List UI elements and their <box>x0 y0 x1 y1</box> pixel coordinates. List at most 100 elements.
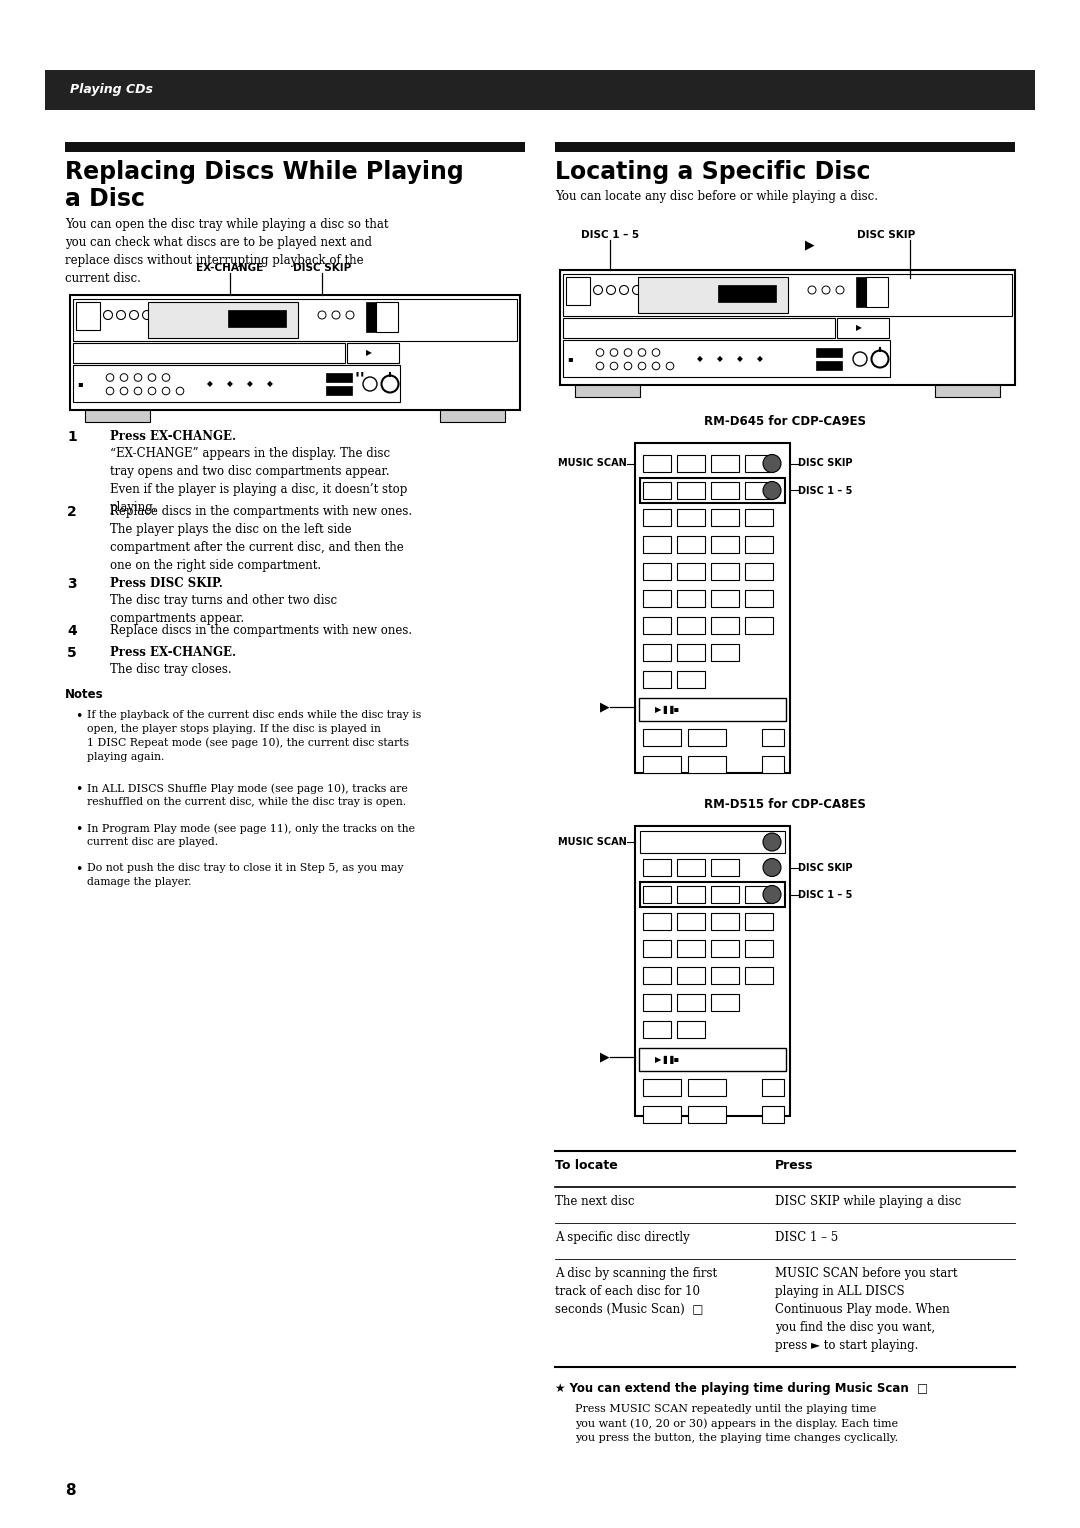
Text: ▶: ▶ <box>600 700 610 714</box>
Bar <box>347 342 399 364</box>
Text: RM-D515 for CDP-CA8ES: RM-D515 for CDP-CA8ES <box>704 798 866 811</box>
Bar <box>563 341 890 377</box>
Bar <box>935 385 1000 397</box>
Bar <box>366 303 376 332</box>
Bar <box>566 277 590 306</box>
Bar <box>643 1021 671 1038</box>
Text: 1: 1 <box>67 429 77 445</box>
Bar <box>866 277 888 307</box>
Bar <box>711 455 739 472</box>
Circle shape <box>762 859 781 877</box>
Text: DISC SKIP: DISC SKIP <box>856 231 915 240</box>
Bar <box>643 617 671 634</box>
Bar <box>440 410 505 422</box>
Bar <box>635 443 789 773</box>
Bar <box>677 590 705 607</box>
Text: In ALL DISCS Shuffle Play mode (see page 10), tracks are
reshuffled on the curre: In ALL DISCS Shuffle Play mode (see page… <box>87 782 408 807</box>
Text: In Program Play mode (see page 11), only the tracks on the
current disc are play: In Program Play mode (see page 11), only… <box>87 824 415 847</box>
Text: The disc tray closes.: The disc tray closes. <box>110 663 231 677</box>
Bar <box>643 481 671 500</box>
Bar <box>677 995 705 1012</box>
Bar <box>711 617 739 634</box>
Bar <box>643 536 671 553</box>
Text: A specific disc directly: A specific disc directly <box>555 1232 690 1244</box>
Bar <box>643 590 671 607</box>
Bar <box>677 481 705 500</box>
Bar <box>643 643 671 662</box>
Circle shape <box>762 454 781 472</box>
Text: ◆: ◆ <box>227 379 233 388</box>
Bar <box>326 373 352 382</box>
Bar <box>762 1106 784 1123</box>
Bar <box>745 617 773 634</box>
Bar <box>711 967 739 984</box>
Bar <box>555 142 1015 151</box>
Text: If the playback of the current disc ends while the disc tray is
open, the player: If the playback of the current disc ends… <box>87 711 421 761</box>
Bar <box>711 481 739 500</box>
Bar <box>326 387 352 396</box>
Bar <box>711 562 739 581</box>
Text: ▶▐▐▪: ▶▐▐▪ <box>654 704 680 714</box>
Bar <box>638 277 788 313</box>
Text: •: • <box>75 782 82 796</box>
Bar <box>762 1079 784 1096</box>
Text: The disc tray turns and other two disc
compartments appear.: The disc tray turns and other two disc c… <box>110 594 337 625</box>
Bar <box>73 299 517 341</box>
Text: You can locate any disc before or while playing a disc.: You can locate any disc before or while … <box>555 189 878 203</box>
Bar <box>65 142 525 151</box>
Bar <box>677 914 705 931</box>
Bar <box>73 365 400 402</box>
Bar <box>688 1106 726 1123</box>
Bar <box>711 859 739 876</box>
Bar <box>711 886 739 903</box>
Text: DISC 1 – 5: DISC 1 – 5 <box>798 486 852 495</box>
Bar <box>677 886 705 903</box>
Text: ▪: ▪ <box>77 379 83 388</box>
Bar <box>640 882 785 908</box>
Bar <box>711 590 739 607</box>
Text: ◆: ◆ <box>737 354 743 364</box>
Bar <box>643 914 671 931</box>
Bar <box>563 318 835 338</box>
Text: ▶▐▐▪: ▶▐▐▪ <box>654 1054 680 1063</box>
Bar <box>711 995 739 1012</box>
Text: ▶: ▶ <box>366 348 372 358</box>
Text: •: • <box>75 711 82 723</box>
Bar <box>816 361 842 370</box>
Text: ◆: ◆ <box>207 379 213 388</box>
Bar <box>816 348 842 358</box>
Text: ▶: ▶ <box>600 1050 610 1063</box>
Bar <box>45 70 1035 110</box>
Bar <box>376 303 399 332</box>
Text: DISC SKIP: DISC SKIP <box>293 263 351 274</box>
Circle shape <box>762 886 781 903</box>
Bar <box>677 1021 705 1038</box>
Bar <box>677 859 705 876</box>
Bar <box>711 940 739 957</box>
Bar <box>228 310 286 327</box>
Bar <box>856 277 866 307</box>
Bar <box>688 1079 726 1096</box>
Text: ▶: ▶ <box>806 238 814 252</box>
Bar <box>837 318 889 338</box>
Bar <box>745 481 773 500</box>
Bar <box>640 478 785 503</box>
Text: You can open the disc tray while playing a disc so that
you can check what discs: You can open the disc tray while playing… <box>65 219 389 286</box>
Text: Notes: Notes <box>65 688 104 701</box>
Text: 3: 3 <box>67 578 77 591</box>
Bar <box>718 286 777 303</box>
Bar <box>643 859 671 876</box>
Text: Press: Press <box>775 1160 813 1172</box>
Bar <box>643 671 671 688</box>
Bar <box>563 274 1012 316</box>
Bar <box>643 967 671 984</box>
Bar <box>688 729 726 746</box>
Bar <box>677 967 705 984</box>
Text: Press EX-CHANGE.: Press EX-CHANGE. <box>110 646 237 659</box>
Text: DISC 1 – 5: DISC 1 – 5 <box>798 889 852 900</box>
Text: EX-CHANGE: EX-CHANGE <box>197 263 264 274</box>
Text: Playing CDs: Playing CDs <box>70 84 153 96</box>
Text: Replace discs in the compartments with new ones.
The player plays the disc on th: Replace discs in the compartments with n… <box>110 504 413 571</box>
Bar <box>745 590 773 607</box>
Bar <box>677 940 705 957</box>
